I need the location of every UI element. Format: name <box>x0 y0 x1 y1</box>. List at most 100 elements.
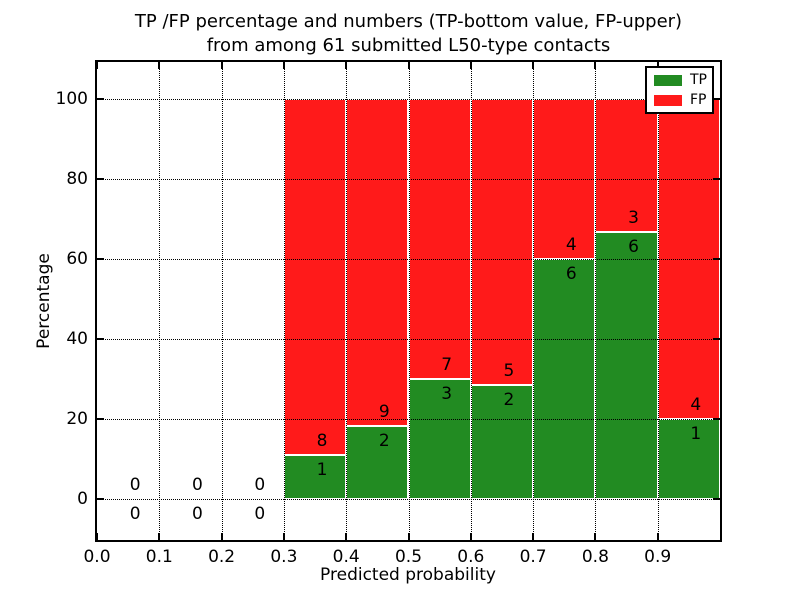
y-tick-label: 100 <box>55 89 88 109</box>
gridline-vertical <box>657 62 659 540</box>
x-axis-tick-top <box>656 62 659 69</box>
y-axis-tick <box>97 98 104 100</box>
bar-segment-tp <box>470 384 534 499</box>
y-tick-label: 20 <box>66 409 88 429</box>
plot-area: 0 0 0 0 0 0 8 1 9 2 7 3 5 2 4 6 3 6 4 1 <box>96 62 720 540</box>
fp-count-label: 4 <box>565 235 577 255</box>
x-tick-label: 0.5 <box>394 547 423 567</box>
fp-count-label: 0 <box>129 475 141 495</box>
chart-title-line2: from among 61 submitted L50-type contact… <box>206 35 611 56</box>
tp-count-label: 6 <box>565 264 577 284</box>
fp-count-label: 0 <box>254 475 266 495</box>
bar-segment-fp <box>283 99 347 455</box>
x-tick-label: 0.0 <box>83 547 111 567</box>
tp-count-label: 2 <box>378 431 390 452</box>
gridline-vertical <box>346 62 348 540</box>
fp-count-label: 4 <box>690 395 702 415</box>
gridline-vertical <box>595 62 597 540</box>
tp-count-label: 0 <box>254 504 266 524</box>
x-axis-tick <box>469 533 472 540</box>
tp-count-label: 2 <box>503 389 515 410</box>
fp-count-label: 8 <box>316 430 328 451</box>
y-axis-tick-right <box>713 498 720 500</box>
x-axis-tick <box>96 533 98 540</box>
y-axis-tick <box>97 498 104 500</box>
tp-count-label: 1 <box>316 459 328 480</box>
bar-segment-tp <box>408 379 471 499</box>
x-axis-tick-top <box>220 62 223 69</box>
gridline-vertical <box>408 62 410 540</box>
bar-segment-fp <box>408 99 471 379</box>
x-tick-label: 0.9 <box>644 547 672 567</box>
x-axis-tick <box>532 533 535 540</box>
x-tick-label: 0.3 <box>270 547 298 567</box>
x-axis-tick <box>282 533 285 540</box>
x-axis-tick-top <box>158 62 161 69</box>
x-tick-label: 0.1 <box>145 547 173 567</box>
y-axis-tick-right <box>713 418 720 420</box>
x-tick-label: 0.6 <box>457 547 485 567</box>
y-axis-tick <box>97 338 104 340</box>
gridline-vertical <box>533 62 535 540</box>
tp-legend-swatch <box>654 74 682 86</box>
fp-legend-label: FP <box>690 91 707 108</box>
x-axis-tick-top <box>345 62 348 69</box>
x-axis-tick <box>220 533 223 540</box>
y-axis-tick-right <box>713 258 720 260</box>
tp-count-label: 1 <box>690 424 702 444</box>
x-axis-tick-top <box>532 62 535 69</box>
x-tick-label: 0.4 <box>332 547 360 567</box>
x-axis-tick-top <box>594 62 597 69</box>
x-tick-label: 0.7 <box>519 547 547 567</box>
fp-legend-swatch <box>654 94 682 106</box>
y-axis-tick-right <box>713 98 720 100</box>
tp-legend-label: TP <box>690 71 707 88</box>
fp-count-label: 3 <box>628 208 639 229</box>
x-tick-label: 0.8 <box>581 547 609 567</box>
chart-title: TP /FP percentage and numbers (TP-bottom… <box>97 10 720 58</box>
bar-segment-tp <box>346 426 409 499</box>
tp-count-label: 0 <box>129 504 141 524</box>
bar-segment-tp <box>657 419 720 499</box>
y-tick-label: 80 <box>66 169 88 189</box>
x-tick-label: 0.2 <box>208 547 236 567</box>
fp-count-label: 5 <box>503 360 515 381</box>
fp-count-label: 9 <box>378 402 390 423</box>
tp-count-label: 3 <box>441 384 453 404</box>
y-axis-tick <box>97 258 104 260</box>
y-tick-label: 0 <box>77 489 88 509</box>
y-tick-label: 60 <box>66 249 88 269</box>
x-axis-tick <box>158 533 161 540</box>
x-axis-tick-top <box>96 62 98 69</box>
tp-count-label: 6 <box>628 237 639 258</box>
gridline-vertical <box>159 62 161 540</box>
bar-segment-fp <box>595 99 658 233</box>
bar-segment-tp <box>595 232 658 499</box>
legend-item-fp: FP <box>654 91 712 108</box>
tp-count-label: 0 <box>192 504 203 524</box>
chart-title-line1: TP /FP percentage and numbers (TP-bottom… <box>134 11 683 32</box>
x-axis-label: Predicted probability <box>320 565 496 585</box>
bar-segment-tp <box>533 259 596 499</box>
y-axis-tick-right <box>713 178 720 180</box>
x-axis-tick <box>594 533 597 540</box>
y-axis-tick <box>97 418 104 420</box>
gridline-vertical <box>283 62 285 540</box>
bar-segment-tp <box>283 454 347 499</box>
x-axis-tick <box>345 533 348 540</box>
bar-segment-fp <box>346 99 409 427</box>
y-tick-label: 40 <box>66 329 88 349</box>
x-axis-tick-top <box>407 62 410 69</box>
gridline-vertical <box>221 62 223 540</box>
x-axis-tick <box>407 533 410 540</box>
bar-segment-fp <box>470 99 534 385</box>
fp-count-label: 0 <box>192 475 203 495</box>
fp-count-label: 7 <box>441 355 453 375</box>
x-axis-tick <box>656 533 659 540</box>
legend: TP FP <box>645 66 714 114</box>
gridline-vertical <box>470 62 472 540</box>
y-axis-tick <box>97 178 104 180</box>
y-axis-tick-right <box>713 338 720 340</box>
legend-item-tp: TP <box>654 71 712 88</box>
